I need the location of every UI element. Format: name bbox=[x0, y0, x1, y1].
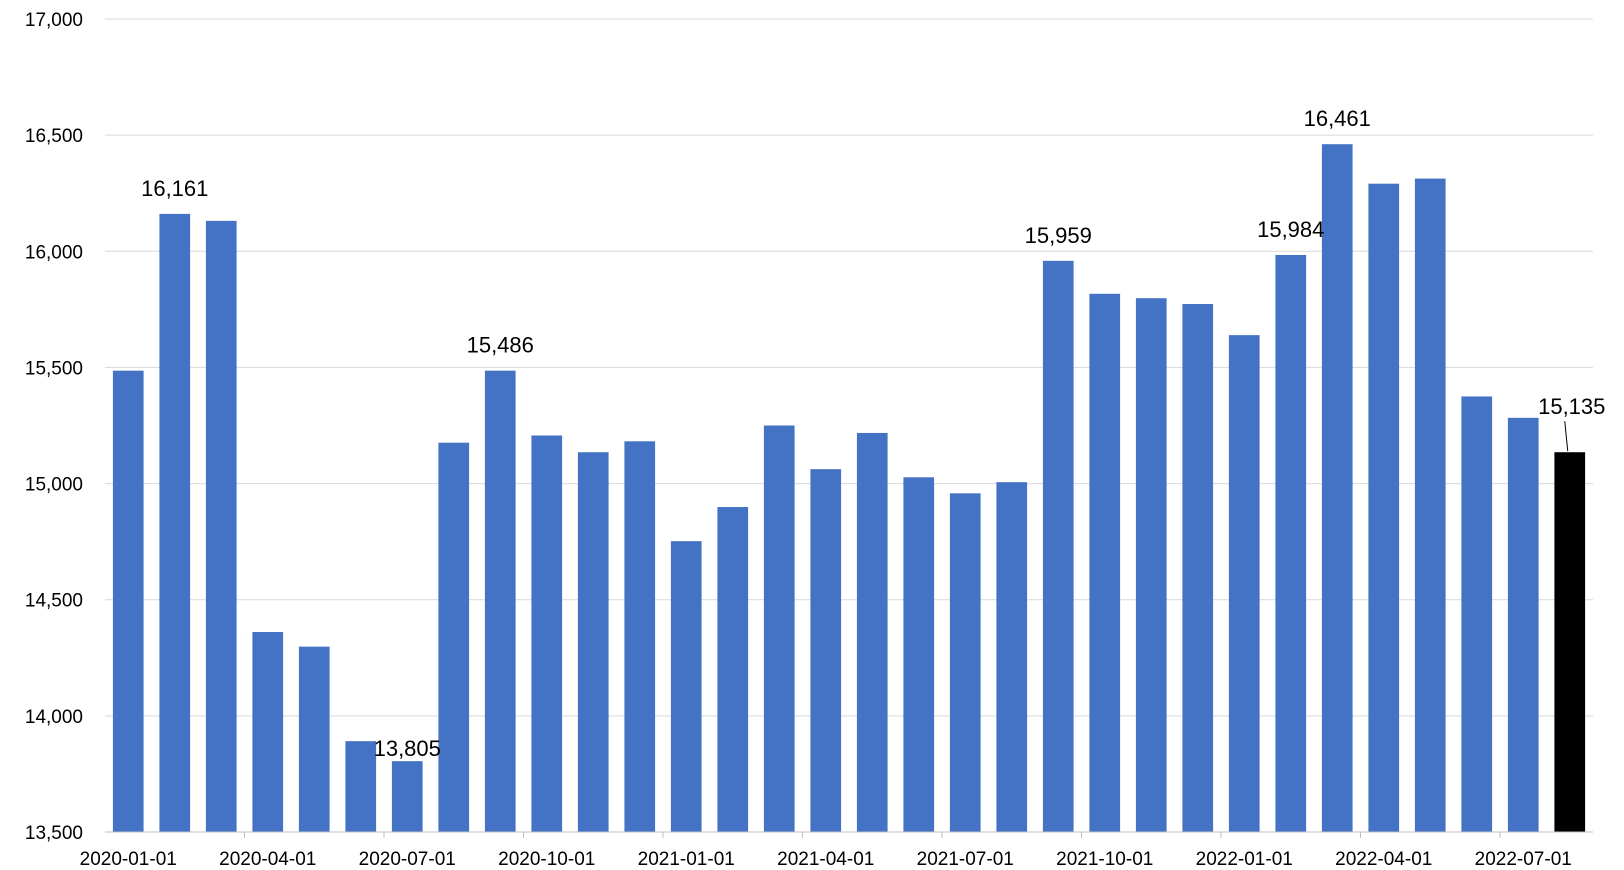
bar bbox=[1042, 260, 1074, 832]
bar bbox=[298, 646, 330, 832]
bar bbox=[252, 632, 284, 832]
bar bbox=[717, 507, 749, 832]
data-label: 16,461 bbox=[1304, 106, 1371, 131]
data-label: 15,135 bbox=[1538, 394, 1605, 419]
bar bbox=[1135, 298, 1167, 833]
x-axis bbox=[105, 831, 1593, 838]
bar bbox=[531, 435, 563, 832]
bar bbox=[1275, 255, 1307, 832]
x-tick-label: 2020-04-01 bbox=[219, 849, 316, 870]
bar bbox=[996, 482, 1028, 832]
gridlines bbox=[105, 18, 1593, 717]
y-tick-label: 14,000 bbox=[25, 707, 83, 728]
x-tick-label: 2021-10-01 bbox=[1056, 849, 1153, 870]
bar bbox=[1507, 417, 1539, 832]
y-tick-label: 17,000 bbox=[25, 10, 83, 31]
data-label-leader-line bbox=[1564, 421, 1569, 452]
bars bbox=[112, 144, 1586, 833]
x-tick-label: 2020-07-01 bbox=[359, 849, 456, 870]
x-tick-label: 2022-01-01 bbox=[1196, 849, 1293, 870]
y-axis-tick-labels: 13,500 14,000 14,500 15,000 15,500 16,000 16,5… bbox=[25, 10, 83, 844]
x-tick-label: 2020-01-01 bbox=[80, 849, 177, 870]
x-tick-label: 2021-07-01 bbox=[917, 849, 1014, 870]
x-tick-label: 2022-04-01 bbox=[1335, 849, 1432, 870]
data-labels: 16,161 13,805 15,486 15,959 15,984 16,461 15,1… bbox=[141, 106, 1605, 761]
bar bbox=[1228, 335, 1260, 832]
bar bbox=[391, 761, 423, 832]
bar bbox=[903, 477, 935, 832]
bar bbox=[112, 370, 144, 832]
bar bbox=[763, 425, 795, 832]
bar bbox=[624, 441, 656, 832]
x-tick-label: 2021-01-01 bbox=[638, 849, 735, 870]
bar bbox=[1089, 293, 1121, 832]
data-label: 16,161 bbox=[141, 176, 208, 201]
data-label: 15,959 bbox=[1025, 223, 1092, 248]
y-tick-label: 15,500 bbox=[25, 358, 83, 379]
bar bbox=[484, 370, 516, 832]
bar bbox=[1414, 178, 1446, 832]
x-tick-label: 2020-10-01 bbox=[498, 849, 595, 870]
data-label: 13,805 bbox=[374, 736, 441, 761]
bar bbox=[1182, 304, 1214, 833]
y-tick-label: 13,500 bbox=[25, 823, 83, 844]
bar bbox=[438, 442, 470, 832]
bar bbox=[577, 452, 609, 832]
bar bbox=[670, 541, 702, 832]
y-tick-label: 16,000 bbox=[25, 242, 83, 263]
bar bbox=[345, 741, 377, 832]
data-label: 15,984 bbox=[1257, 217, 1324, 242]
bar bbox=[949, 493, 981, 832]
bar bbox=[810, 469, 842, 832]
y-tick-label: 14,500 bbox=[25, 591, 83, 612]
bar bbox=[205, 220, 237, 832]
bar bbox=[1321, 144, 1353, 832]
x-axis-tick-labels: 2020-01-01 2020-04-01 2020-07-01 2020-10-01… bbox=[80, 849, 1572, 870]
x-tick-label: 2022-07-01 bbox=[1475, 849, 1572, 870]
y-tick-label: 15,000 bbox=[25, 475, 83, 496]
y-tick-label: 16,500 bbox=[25, 126, 83, 147]
x-tick-label: 2021-04-01 bbox=[777, 849, 874, 870]
bar bbox=[1368, 183, 1400, 833]
bar bbox=[1461, 396, 1493, 832]
data-label: 15,486 bbox=[467, 333, 534, 358]
highlight-bar bbox=[1554, 452, 1586, 832]
bar bbox=[856, 432, 888, 832]
bar bbox=[159, 213, 191, 833]
